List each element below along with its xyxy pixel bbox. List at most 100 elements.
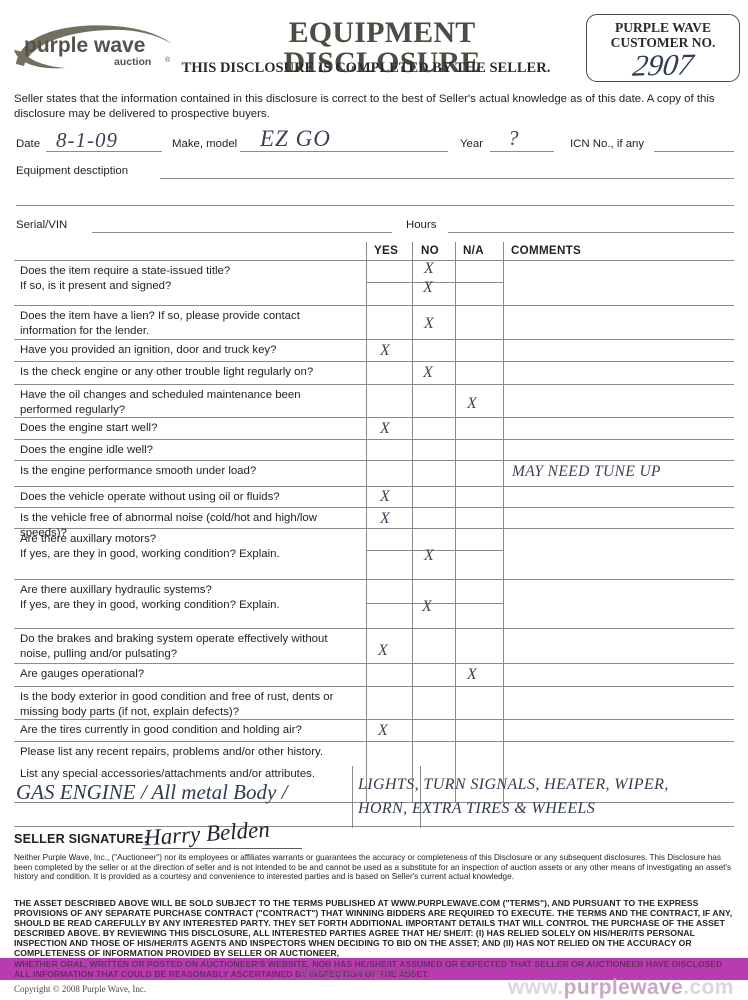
row-subdivider xyxy=(366,282,503,283)
customer-number-value: 2907 xyxy=(630,48,696,82)
watermark-suffix: .com xyxy=(683,976,734,999)
purple-highlight-band xyxy=(0,958,748,980)
field-row-serial-hours: Serial/VIN Hours xyxy=(14,211,734,238)
description-label: Equipment desctiption xyxy=(16,165,129,177)
customer-number-box: PURPLE WAVE CUSTOMER NO. 2907 xyxy=(586,14,740,82)
mark-yes: X xyxy=(380,488,390,505)
signature-section[interactable]: SELLER SIGNATURE: Harry Belden xyxy=(14,817,734,854)
watermark-overlay-small: www.purplewave.com xyxy=(298,966,417,978)
question-text: Does the engine idle well? xyxy=(20,444,153,456)
question-text: Does the item require a state-issued tit… xyxy=(20,265,231,292)
question-text: Does the engine start well? xyxy=(20,422,158,434)
mark-yes: X xyxy=(378,642,388,659)
mark-no: X xyxy=(422,598,432,615)
question-text: Are the tires currently in good conditio… xyxy=(20,724,302,736)
question-text: Is the vehicle free of abnormal noise (c… xyxy=(20,512,317,539)
question-text: Does the vehicle operate without using o… xyxy=(20,491,280,503)
accessories-right-line2: HORN, EXTRA TIRES & WHEELS xyxy=(358,800,596,817)
mark-na: X xyxy=(467,395,477,412)
mark-no: X xyxy=(424,547,434,564)
hours-label: Hours xyxy=(406,219,437,231)
question-text: Are gauges operational? xyxy=(20,668,145,680)
table-row[interactable]: Is the check engine or any other trouble… xyxy=(14,362,734,385)
disclaimer-paragraph: Neither Purple Wave, Inc., ("Auctioneer"… xyxy=(14,853,732,882)
signature-label: SELLER SIGNATURE: xyxy=(14,832,149,846)
column-header-yes: YES xyxy=(374,244,399,257)
table-row[interactable]: Are there auxillary motors? If yes, are t… xyxy=(14,529,734,580)
date-value: 8-1-09 xyxy=(56,128,118,152)
document-header: purple wave auction ® EQUIPMENT DISCLOSU… xyxy=(0,0,748,92)
table-row[interactable]: Please list any recent repairs, problems… xyxy=(14,742,734,803)
grid-line-yes xyxy=(366,261,367,803)
column-header-na: N/A xyxy=(463,244,484,257)
table-row[interactable]: Have the oil changes and scheduled maint… xyxy=(14,385,734,418)
table-row[interactable]: Does the vehicle operate without using o… xyxy=(14,487,734,508)
watermark-purplewave: www.purplewave.com xyxy=(508,976,734,1000)
year-rule xyxy=(490,151,554,152)
question-text: Does the item have a lien? If so, please… xyxy=(20,310,300,337)
hours-rule xyxy=(448,232,734,233)
signature-rule xyxy=(142,848,302,849)
table-row[interactable]: Is the engine performance smooth under l… xyxy=(14,461,734,487)
mark-no: X xyxy=(424,315,434,332)
mark-no: X xyxy=(423,364,433,381)
grid-line-na xyxy=(455,261,456,803)
make-model-rule xyxy=(240,151,448,152)
equipment-fields: Date 8-1-09 Make, model EZ GO Year ? ICN… xyxy=(14,126,734,238)
serial-label: Serial/VIN xyxy=(16,219,68,231)
copyright-line: Copyright © 2008 Purple Wave, Inc. xyxy=(14,984,147,994)
question-text: Have you provided an ignition, door and … xyxy=(20,344,277,356)
date-rule xyxy=(46,151,162,152)
row-subdivider xyxy=(366,603,503,604)
grid-line-comments xyxy=(503,261,504,803)
question-text: Have the oil changes and scheduled maint… xyxy=(20,389,301,416)
table-row[interactable]: Is the body exterior in good condition a… xyxy=(14,687,734,720)
page-title: EQUIPMENT DISCLOSURE xyxy=(283,16,481,79)
checklist-header-row: YES NO N/A COMMENTS xyxy=(14,242,734,260)
year-label: Year xyxy=(460,138,484,150)
table-row[interactable]: Does the engine start well? X xyxy=(14,418,734,440)
date-label: Date xyxy=(16,138,41,150)
table-row[interactable]: Do the brakes and braking system operate… xyxy=(14,629,734,664)
header-divider-yes xyxy=(366,242,367,260)
mark-yes: X xyxy=(378,722,388,739)
field-row-description: Equipment desctiption xyxy=(14,157,734,184)
disclosure-checklist: YES NO N/A COMMENTS Does the item requir… xyxy=(14,242,734,803)
table-row[interactable]: Are there auxillary hydraulic systems? If… xyxy=(14,580,734,629)
table-row[interactable]: Does the item require a state-issued tit… xyxy=(14,260,734,306)
make-model-label: Make, model xyxy=(172,138,238,150)
description-rule-2 xyxy=(16,205,734,206)
make-model-value: EZ GO xyxy=(260,126,331,151)
accessories-section[interactable]: List any special accessories/attachments… xyxy=(14,766,734,828)
logo-auction-word: auction xyxy=(114,56,151,68)
purple-wave-logo: purple wave auction ® xyxy=(10,20,188,72)
header-divider-comments xyxy=(503,242,504,260)
question-text: Is the check engine or any other trouble… xyxy=(20,366,314,378)
mark-yes: X xyxy=(380,342,390,359)
page-subtitle: THIS DISCLOSURE IS COMPLETED BY THE SELL… xyxy=(181,60,551,76)
table-row[interactable]: Does the engine idle well? xyxy=(14,440,734,461)
question-text: Please list any recent repairs, problems… xyxy=(20,746,324,758)
mark-na: X xyxy=(467,666,477,683)
table-row[interactable]: Is the vehicle free of abnormal noise (c… xyxy=(14,508,734,539)
question-text: Are there auxillary hydraulic systems? If… xyxy=(20,584,280,611)
accessories-divider-1 xyxy=(352,766,353,828)
mark-yes: X xyxy=(380,510,390,527)
serial-rule xyxy=(92,232,392,233)
table-row[interactable]: Are gauges operational? X xyxy=(14,664,734,687)
header-divider-no xyxy=(412,242,413,260)
mark-yes: X xyxy=(380,420,390,437)
question-text: Is the body exterior in good condition a… xyxy=(20,691,334,718)
customer-box-line2: CUSTOMER NO. xyxy=(610,35,716,50)
table-row[interactable]: Are the tires currently in good conditio… xyxy=(14,720,734,742)
logo-registered-mark: ® xyxy=(165,56,171,64)
table-row[interactable]: Have you provided an ignition, door and … xyxy=(14,340,734,362)
table-row[interactable]: Does the item have a lien? If so, please… xyxy=(14,306,734,340)
checklist-grid: Does the item require a state-issued tit… xyxy=(14,260,734,803)
question-text: Do the brakes and braking system operate… xyxy=(20,633,328,660)
icn-label: ICN No., if any xyxy=(570,138,645,150)
logo-wordmark: purple wave xyxy=(24,34,145,57)
watermark-prefix: www. xyxy=(508,976,564,999)
comment-value: MAY NEED TUNE UP xyxy=(512,463,661,480)
year-value: ? xyxy=(508,126,520,150)
